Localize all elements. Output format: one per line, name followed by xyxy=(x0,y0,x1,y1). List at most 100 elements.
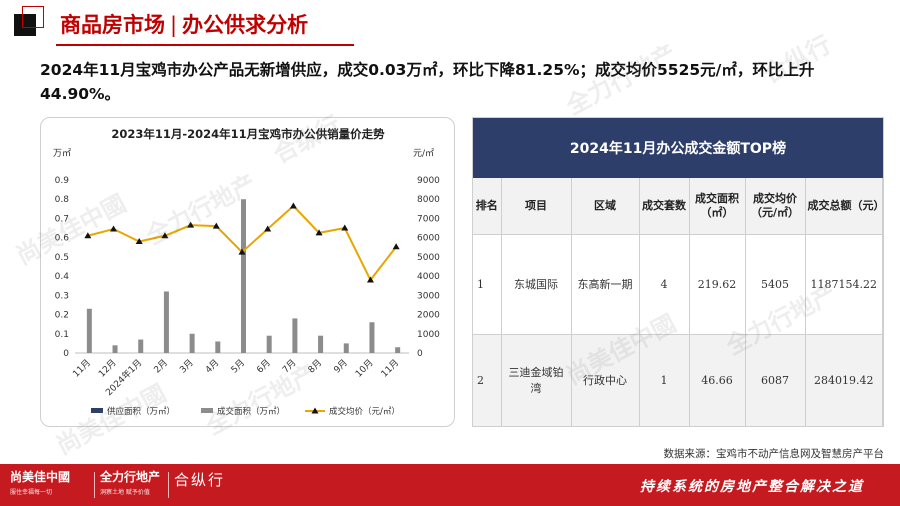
bar-deal-area xyxy=(163,291,169,353)
bar-deal-area xyxy=(215,341,221,353)
header-square-black xyxy=(14,14,36,36)
y-axis-left-label: 万㎡ xyxy=(53,148,71,159)
line-point-avg-price xyxy=(187,221,195,228)
x-tick-label: 11月 xyxy=(379,357,401,379)
y-left-tick-label: 0.9 xyxy=(55,176,70,186)
header-square-outline xyxy=(22,6,44,28)
y-right-tick-label: 9000 xyxy=(417,176,440,186)
y-right-tick-label: 7000 xyxy=(417,214,440,224)
legend-swatch-deal xyxy=(201,408,213,413)
y-right-tick-label: 6000 xyxy=(417,234,440,244)
cell-rank: 2 xyxy=(473,334,502,427)
page-title-separator: | xyxy=(170,13,178,37)
bar-deal-area xyxy=(395,347,401,353)
legend-label-price: 成交均价（元/㎡） xyxy=(329,406,400,417)
line-point-avg-price xyxy=(84,232,92,239)
cell-rank: 1 xyxy=(473,234,502,335)
cell-avg-price: 6087 xyxy=(745,334,806,427)
page-title-sub: 办公供求分析 xyxy=(182,13,309,37)
footer-logo1-name: 尚美佳中國 xyxy=(10,470,71,484)
cell-avg-price: 5405 xyxy=(745,234,806,335)
x-tick-label: 2月 xyxy=(152,357,170,375)
cell-total: 1187154.22 xyxy=(805,234,883,335)
x-tick-label: 5月 xyxy=(229,357,247,375)
col-header-project: 项目 xyxy=(501,178,572,235)
line-point-avg-price xyxy=(110,225,118,232)
x-tick-label: 6月 xyxy=(255,357,273,375)
top-deals-table: 排名 项目 区域 成交套数 成交面积（㎡） 成交均价（元/㎡） 成交总额（元） … xyxy=(473,178,885,427)
top-deals-panel: 2024年11月办公成交金额TOP榜 排名 项目 区域 成交套数 成交面积（㎡）… xyxy=(472,117,885,427)
footer-logo-shangmeijia: 尚美佳中國 服住幸福每一切 xyxy=(10,468,70,496)
data-source: 数据来源：宝鸡市不动产信息网及智慧房产平台 xyxy=(663,448,885,460)
footer-logo1-tagline: 服住幸福每一切 xyxy=(10,489,53,496)
x-tick-label: 7月 xyxy=(280,357,298,375)
legend-swatch-supply xyxy=(91,408,103,413)
line-point-avg-price xyxy=(161,232,169,239)
y-left-tick-label: 0.6 xyxy=(55,234,70,244)
footer-logo2-tagline: 洞察土地 赋予价值 xyxy=(100,489,150,496)
x-tick-label: 3月 xyxy=(178,357,196,375)
y-right-tick-label: 8000 xyxy=(417,195,440,205)
y-left-tick-label: 0.7 xyxy=(55,214,69,224)
bar-deal-area xyxy=(266,335,272,353)
footer-slogan: 持续系统的房地产整合解决之道 xyxy=(640,479,864,495)
bar-deal-area xyxy=(343,343,349,353)
cell-area: 东高新一期 xyxy=(571,234,640,335)
cell-project: 三迪金域铂湾 xyxy=(501,334,572,427)
y-left-tick-label: 0.4 xyxy=(55,272,70,282)
line-point-avg-price xyxy=(264,225,272,232)
line-point-avg-price xyxy=(366,276,374,283)
y-left-tick-label: 0.8 xyxy=(55,195,70,205)
legend-label-supply: 供应面积（万㎡） xyxy=(107,406,175,417)
table-title: 2024年11月办公成交金额TOP榜 xyxy=(473,118,883,178)
bar-deal-area xyxy=(86,308,92,353)
cell-units: 4 xyxy=(639,234,690,335)
y-right-tick-label: 1000 xyxy=(417,330,440,340)
footer-divider xyxy=(168,472,169,498)
col-header-rank: 排名 xyxy=(473,178,502,235)
legend-label-deal: 成交面积（万㎡） xyxy=(217,406,285,417)
summary-text: 2024年11月宝鸡市办公产品无新增供应，成交0.03万㎡，环比下降81.25%… xyxy=(40,61,815,103)
footer-logo-quanlixing: 全力行地产 洞察土地 赋予价值 xyxy=(100,468,160,496)
bar-deal-area xyxy=(318,335,324,353)
footer-logo3-name: 合纵行 xyxy=(174,471,226,489)
y-left-tick-label: 0.3 xyxy=(55,291,69,301)
y-left-tick-label: 0.5 xyxy=(55,253,69,263)
y-left-tick-label: 0 xyxy=(63,349,69,359)
line-point-avg-price xyxy=(238,248,246,255)
y-left-tick-label: 0.2 xyxy=(55,311,69,321)
x-tick-label: 4月 xyxy=(203,357,221,375)
x-tick-label: 8月 xyxy=(306,357,324,375)
cell-project: 东城国际 xyxy=(501,234,572,335)
bar-deal-area xyxy=(292,318,298,353)
line-point-avg-price xyxy=(315,229,323,236)
col-header-avg-price: 成交均价（元/㎡） xyxy=(745,178,806,235)
col-header-total: 成交总额（元） xyxy=(805,178,885,235)
table-row: 1 东城国际 东高新一期 4 219.62 5405 1187154.22 xyxy=(473,234,883,335)
line-point-avg-price xyxy=(289,202,297,209)
col-header-floor-area: 成交面积（㎡） xyxy=(689,178,746,235)
footer-divider xyxy=(94,472,95,498)
legend-swatch-price-marker xyxy=(311,407,319,414)
cell-floor-area: 46.66 xyxy=(689,334,746,427)
line-point-avg-price xyxy=(392,243,400,250)
x-tick-label: 10月 xyxy=(353,357,375,379)
col-header-area: 区域 xyxy=(571,178,640,235)
footer-bar: 尚美佳中國 服住幸福每一切 全力行地产 洞察土地 赋予价值 合纵行 持续系统的房… xyxy=(0,464,900,506)
x-tick-label: 12月 xyxy=(96,357,118,379)
page-title: 商品房市场 | 办公供求分析 xyxy=(60,9,308,41)
bar-deal-area xyxy=(189,333,195,353)
footer-logo-hezongxing: 合纵行 xyxy=(174,469,225,490)
cell-floor-area: 219.62 xyxy=(689,234,746,335)
line-point-avg-price xyxy=(341,224,349,231)
footer-logo2-name: 全力行地产 xyxy=(100,470,161,484)
line-point-avg-price xyxy=(135,238,143,245)
bar-deal-area xyxy=(112,345,118,353)
bar-deal-area xyxy=(138,339,144,353)
table-row: 2 三迪金域铂湾 行政中心 1 46.66 6087 284019.42 xyxy=(473,334,883,427)
table-header-row: 排名 项目 区域 成交套数 成交面积（㎡） 成交均价（元/㎡） 成交总额（元） xyxy=(473,178,885,235)
col-header-units: 成交套数 xyxy=(639,178,690,235)
bar-deal-area xyxy=(369,322,375,353)
line-point-avg-price xyxy=(212,222,220,229)
